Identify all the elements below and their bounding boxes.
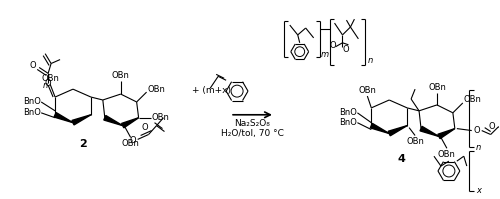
Text: O: O [474, 126, 480, 135]
Text: BnO: BnO [24, 108, 41, 117]
Text: OBn: OBn [438, 150, 456, 159]
Text: O: O [142, 123, 148, 132]
Text: O: O [45, 79, 52, 88]
Text: BnO: BnO [340, 108, 357, 117]
Text: OBn: OBn [464, 96, 481, 104]
Text: OBn: OBn [358, 86, 376, 95]
Text: + (m+x): + (m+x) [192, 86, 232, 95]
Text: OBn: OBn [428, 83, 446, 92]
Text: OBn: OBn [152, 113, 170, 122]
Polygon shape [388, 126, 407, 136]
Text: 2: 2 [79, 139, 87, 149]
Text: H₂O/tol, 70 °C: H₂O/tol, 70 °C [220, 129, 284, 138]
Text: 4: 4 [397, 154, 405, 164]
Polygon shape [72, 115, 91, 125]
Text: OBn: OBn [406, 137, 424, 146]
Text: BnO: BnO [340, 118, 357, 127]
Text: n: n [42, 81, 48, 90]
Polygon shape [438, 129, 455, 139]
Text: O: O [342, 45, 349, 54]
Text: O: O [329, 41, 336, 50]
Text: O: O [30, 61, 36, 70]
Text: m: m [320, 50, 328, 59]
Text: BnO: BnO [24, 98, 41, 106]
Text: Na₂S₂O₈: Na₂S₂O₈ [234, 119, 270, 128]
Polygon shape [54, 112, 73, 123]
Text: x: x [476, 186, 481, 195]
Text: n: n [368, 56, 373, 65]
Text: OBn: OBn [148, 85, 166, 94]
Text: OBn: OBn [122, 139, 140, 148]
Text: OBn: OBn [41, 74, 59, 83]
Polygon shape [122, 118, 138, 128]
Text: O: O [130, 136, 136, 145]
Polygon shape [104, 115, 122, 126]
Text: n: n [476, 143, 482, 152]
Polygon shape [420, 126, 439, 137]
Polygon shape [370, 123, 389, 134]
Text: OBn: OBn [112, 71, 130, 80]
Text: O: O [488, 122, 495, 131]
